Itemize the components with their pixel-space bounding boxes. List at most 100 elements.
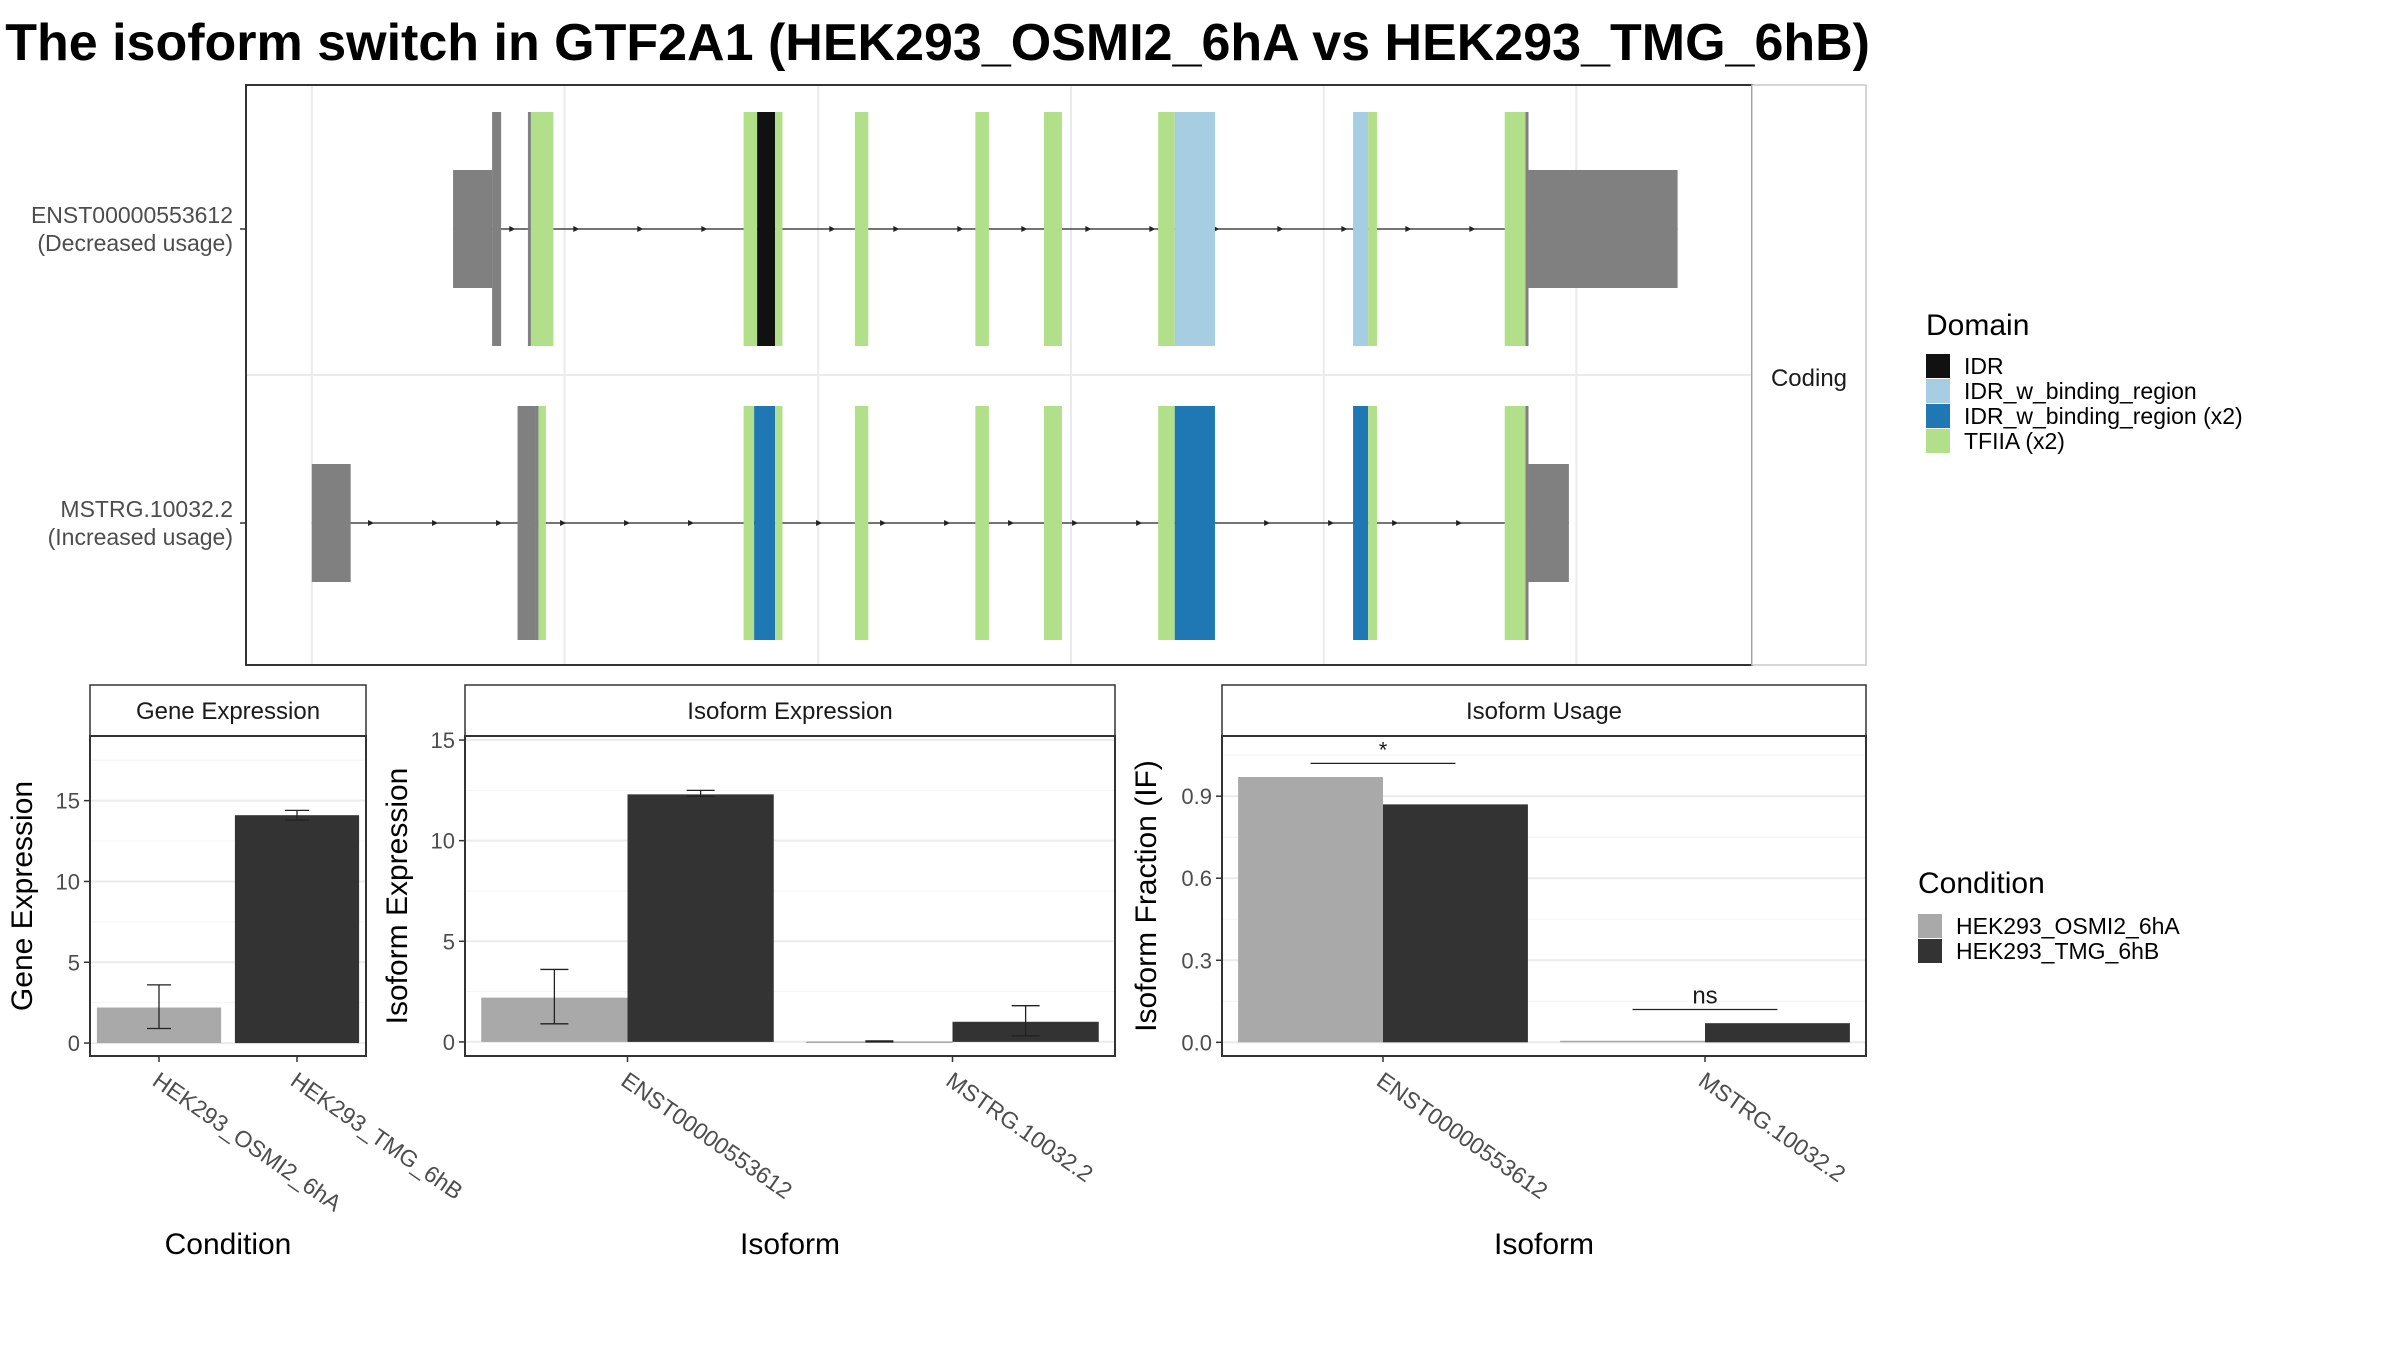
direction-arrow	[1136, 520, 1143, 526]
direction-arrow	[1277, 226, 1284, 232]
direction-arrow	[368, 520, 375, 526]
direction-arrow	[1264, 520, 1271, 526]
exon-segment-IDR_w_binding_region_x2	[1353, 406, 1369, 640]
legend-swatch	[1926, 404, 1950, 428]
legends: Domain IDRIDR_w_binding_regionIDR_w_bindi…	[1918, 309, 2243, 964]
y-tick-label: 0.9	[1181, 784, 1212, 809]
utr-block	[1528, 464, 1569, 582]
y-tick-label: 5	[443, 929, 455, 954]
x-axis-title: Isoform	[1494, 1228, 1594, 1261]
exon-segment-utr	[1525, 112, 1529, 346]
utr-block	[517, 406, 536, 640]
legend-swatch	[1918, 914, 1942, 938]
isoform-label-usage: (Increased usage)	[48, 524, 233, 550]
legend-label: IDR	[1964, 353, 2004, 379]
isoform-label-usage: (Decreased usage)	[37, 230, 233, 256]
bar-panels: Gene Expression051015HEK293_OSMI2_6hAHEK…	[6, 684, 1867, 1261]
exon-segment-TFIIA_x2	[1044, 112, 1062, 346]
direction-arrow	[1456, 520, 1463, 526]
chart-title: The isoform switch in GTF2A1 (HEK293_OSM…	[0, 8, 1870, 78]
facet-strip	[89, 684, 367, 737]
y-tick-label: 10	[56, 869, 80, 894]
exon-segment-TFIIA_x2	[1504, 112, 1526, 346]
facet-strip-label: Isoform Expression	[687, 698, 892, 725]
exon-segment-TFIIA_x2	[530, 112, 554, 346]
bar-panel-isoform-expression: Isoform Expression 0 5 10 15 ENST00000553612 M…	[381, 684, 1116, 1261]
exon-segment-TFIIA_x2	[1504, 406, 1526, 640]
bar	[1560, 1040, 1705, 1043]
x-axis-title: Isoform	[740, 1228, 840, 1261]
exon-segment-TFIIA_x2	[975, 112, 989, 346]
direction-arrow	[829, 226, 836, 232]
exon-segment-TFIIA_x2	[775, 112, 783, 346]
exon-segment-utr	[1525, 406, 1529, 640]
exon-segment-IDR_w_binding_region_x2	[754, 406, 776, 640]
direction-arrow	[701, 226, 708, 232]
exon-segment-TFIIA_x2	[854, 112, 869, 346]
exon-segment-utr	[527, 112, 531, 346]
exon-segment-TFIIA_x2	[1158, 112, 1175, 346]
facet-strip-label: Isoform Usage	[1466, 698, 1622, 725]
facet-strip-label: Coding	[1771, 365, 1847, 392]
direction-arrow	[624, 520, 631, 526]
significance-label: *	[1379, 737, 1388, 762]
direction-arrow	[432, 520, 439, 526]
isoform-track-ENST00000553612: ENST00000553612 (Decreased usage)	[31, 112, 1678, 346]
exon-segment-IDR_w_binding_region	[1174, 112, 1215, 346]
y-tick-label: 15	[431, 728, 455, 753]
direction-arrow	[509, 226, 516, 232]
panel-border	[1221, 735, 1867, 1057]
exon-segment-IDR_w_binding_region_x2	[1174, 406, 1215, 640]
exon-segment-TFIIA_x2	[538, 406, 546, 640]
direction-arrow	[637, 226, 644, 232]
direction-arrow	[880, 520, 887, 526]
direction-arrow	[816, 520, 823, 526]
legend-title: Domain	[1926, 309, 2029, 342]
gene-structure-panel: ENST00000553612 (Decreased usage) MSTRG.10…	[31, 84, 1867, 666]
legend-label: HEK293_TMG_6hB	[1956, 938, 2159, 964]
exon-segment-TFIIA_x2	[854, 406, 869, 640]
utr-block	[453, 170, 493, 288]
direction-arrow	[893, 226, 900, 232]
legend-swatch	[1926, 429, 1950, 453]
direction-arrow	[573, 226, 580, 232]
bar	[627, 794, 774, 1042]
isoform-label-id: ENST00000553612	[31, 202, 233, 228]
panel-border	[464, 735, 1116, 1057]
exon-segment-IDR	[757, 112, 776, 346]
exon-segment-TFIIA_x2	[743, 406, 755, 640]
exon-segment-TFIIA_x2	[1158, 406, 1175, 640]
legend-label: TFIIA (x2)	[1964, 428, 2065, 454]
chart-title-text: The isoform switch in GTF2A1 (HEK293_OSM…	[5, 14, 1870, 72]
facet-strip-label: Gene Expression	[136, 698, 320, 725]
y-tick-label: 0	[443, 1030, 455, 1055]
y-tick-label: 0.0	[1181, 1030, 1212, 1055]
direction-arrow	[1392, 520, 1399, 526]
bar	[1383, 804, 1528, 1043]
direction-arrow	[1085, 226, 1092, 232]
direction-arrow	[496, 520, 503, 526]
exon-segment-TFIIA_x2	[775, 406, 783, 640]
y-tick-label: 0.3	[1181, 948, 1212, 973]
utr-block	[535, 406, 539, 640]
y-tick-label: 10	[431, 829, 455, 854]
y-tick-label: 0	[68, 1031, 80, 1056]
x-tick-label: MSTRG.10032.2	[942, 1067, 1098, 1187]
direction-arrow	[560, 520, 567, 526]
direction-arrow	[944, 520, 951, 526]
panel-border	[89, 735, 367, 1057]
bar-panel-isoform-usage: Isoform Usage 0.0 0.3 0.6 0.9 ENST00000553612…	[1130, 684, 1867, 1261]
x-tick-label: MSTRG.10032.2	[1694, 1067, 1850, 1187]
y-tick-label: 15	[56, 789, 80, 814]
legend-swatch	[1926, 354, 1950, 378]
y-axis-title: Isoform Expression	[381, 768, 414, 1025]
x-tick-label: ENST00000553612	[617, 1067, 797, 1204]
direction-arrow	[957, 226, 964, 232]
isoform-label: ENST00000553612 (Decreased usage)	[31, 202, 233, 256]
x-axis-title: Condition	[165, 1228, 292, 1261]
exon-segment-IDR_w_binding_region	[1353, 112, 1369, 346]
direction-arrow	[1469, 226, 1476, 232]
exon-segment-TFIIA_x2	[1044, 406, 1062, 640]
